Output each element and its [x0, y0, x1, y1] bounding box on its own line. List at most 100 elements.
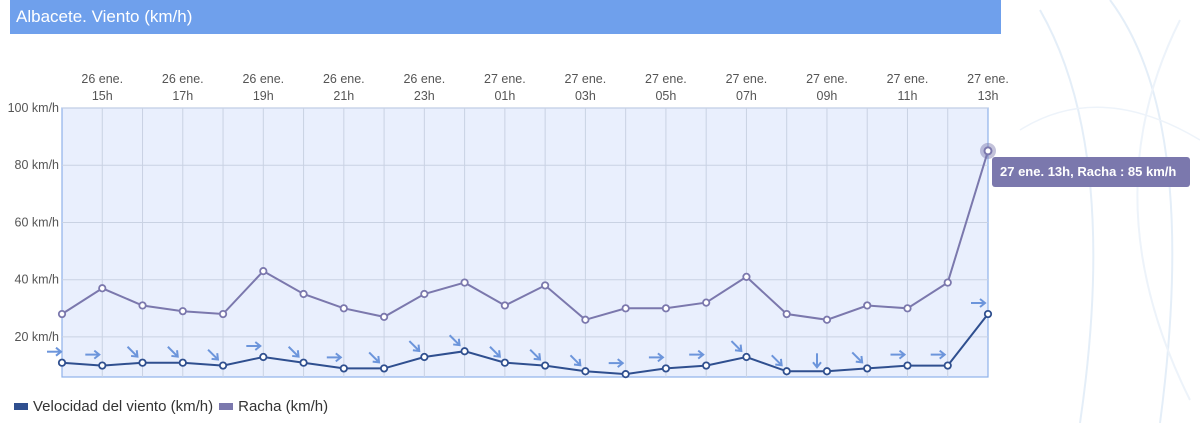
legend: Velocidad del viento (km/h) Racha (km/h)	[14, 398, 328, 415]
wind-direction-arrow	[569, 354, 582, 367]
wind-speed-point	[57, 358, 67, 367]
x-tick-hour: 01h	[494, 89, 515, 103]
wind-direction-arrow-head	[573, 358, 582, 367]
gust-point	[218, 309, 228, 319]
wind-speed-point	[420, 352, 429, 362]
wind-direction-arrow	[971, 298, 987, 308]
gust-line	[61, 150, 989, 321]
wind-direction-arrow	[529, 348, 542, 361]
wind-direction-arrow	[771, 354, 783, 367]
legend-label-gust: Racha (km/h)	[238, 398, 329, 415]
wind-direction-arrow-head	[372, 355, 381, 364]
wind-direction-arrow-head	[533, 353, 542, 361]
wind-speed-point	[822, 367, 832, 376]
wind-speed-point	[259, 352, 268, 362]
wind-direction-arrow	[368, 351, 381, 364]
x-tick-hour: 09h	[817, 89, 838, 103]
gust-point	[500, 301, 509, 310]
legend-item-wind[interactable]: Velocidad del viento (km/h)	[14, 398, 213, 415]
x-tick-date: 26 ene.	[162, 72, 204, 86]
legend-swatch-gust	[219, 403, 234, 410]
gust-point	[621, 304, 630, 313]
gust-point	[943, 278, 952, 287]
wind-speed-point	[178, 358, 187, 367]
wind-direction-arrow-head	[855, 355, 864, 364]
x-tick-date: 27 ene.	[726, 72, 768, 86]
gust-point	[420, 289, 429, 299]
wind-direction-arrow-head	[292, 350, 300, 358]
x-tick-hour: 15h	[92, 89, 113, 103]
wind-direction-arrow-head	[254, 341, 262, 351]
wind-speed-point	[863, 364, 872, 373]
gust-point	[661, 304, 671, 313]
gust-point	[379, 312, 389, 322]
wind-speed-point	[299, 358, 308, 367]
wind-speed-point	[661, 364, 671, 373]
wind-speed-point	[98, 361, 107, 370]
wind-speed-point	[500, 358, 509, 367]
wind-direction-arrow	[689, 349, 705, 360]
y-tick-label: 40 km/h	[15, 273, 60, 287]
wind-speed-point	[379, 364, 389, 373]
x-tick-hour: 23h	[414, 89, 435, 103]
y-tick-label: 60 km/h	[15, 215, 60, 229]
wind-direction-arrow	[648, 352, 665, 363]
x-tick-date: 26 ene.	[242, 72, 284, 86]
wind-direction-arrow-shaft	[126, 346, 138, 357]
wind-direction-arrow-head	[617, 358, 625, 368]
wind-direction-arrow	[489, 346, 501, 358]
x-tick-date: 27 ene.	[645, 72, 687, 86]
wind-direction-arrow-head	[453, 338, 461, 347]
x-tick-hour: 05h	[655, 89, 676, 103]
wind-chart: 26 ene. 15h 26 ene. 17h 26 ene. 19h 26 ene. 21h…	[8, 72, 1009, 379]
wind-direction-arrow-shaft	[730, 340, 742, 351]
wind-direction-arrow-head	[130, 350, 139, 358]
legend-swatch-wind	[14, 403, 28, 410]
wind-direction-arrow-head	[657, 352, 665, 363]
wind-direction-arrow-shaft	[569, 354, 581, 366]
legend-item-gust[interactable]: Racha (km/h)	[219, 398, 328, 415]
wind-speed-point	[339, 364, 348, 373]
wind-direction-arrow-head	[493, 350, 501, 358]
wind-direction-arrow	[812, 353, 822, 369]
wind-direction-arrow-head	[697, 349, 705, 360]
wind-direction-arrow-head	[211, 353, 220, 361]
wind-direction-arrow	[126, 346, 139, 358]
gust-point	[299, 289, 308, 299]
gust-point	[57, 309, 67, 319]
wind-direction-arrow-head	[898, 349, 907, 360]
wind-direction-arrow-shaft	[529, 348, 541, 360]
wind-direction-arrow-shaft	[408, 340, 420, 351]
wind-direction-arrow-head	[734, 344, 743, 353]
wind-direction-arrow-head	[93, 349, 101, 360]
wind-direction-arrow	[85, 349, 101, 360]
x-tick-date: 27 ene.	[806, 72, 848, 86]
wind-direction-arrow	[246, 341, 262, 351]
wind-direction-arrow-head	[55, 346, 63, 357]
wind-direction-arrow-head	[171, 350, 179, 358]
wind-direction-arrow	[287, 346, 300, 358]
gust-point	[702, 298, 711, 307]
gust-point	[460, 278, 469, 287]
wind-speed-point	[782, 367, 791, 376]
x-tick-date: 26 ene.	[323, 72, 365, 86]
wind-direction-arrow-head	[812, 361, 822, 369]
wind-direction-arrow	[326, 352, 343, 363]
wind-speed-line	[61, 313, 989, 376]
x-tick-hour: 07h	[736, 89, 757, 103]
x-tick-date: 27 ene.	[484, 72, 526, 86]
gust-point	[339, 304, 348, 313]
wind-direction-arrow	[851, 351, 864, 364]
wind-speed-point	[138, 358, 147, 367]
wind-speed-point	[742, 352, 751, 362]
wind-direction-arrow	[47, 346, 63, 357]
gust-point	[903, 304, 912, 313]
wind-direction-arrow-head	[979, 298, 987, 308]
gust-point	[581, 315, 590, 324]
wind-speed-point	[460, 347, 469, 356]
wind-direction-arrow-shaft	[771, 354, 782, 366]
y-tick-label: 80 km/h	[15, 158, 60, 172]
gust-point	[259, 267, 268, 276]
wind-direction-arrow-head	[412, 344, 421, 353]
wind-direction-arrow	[730, 340, 743, 353]
